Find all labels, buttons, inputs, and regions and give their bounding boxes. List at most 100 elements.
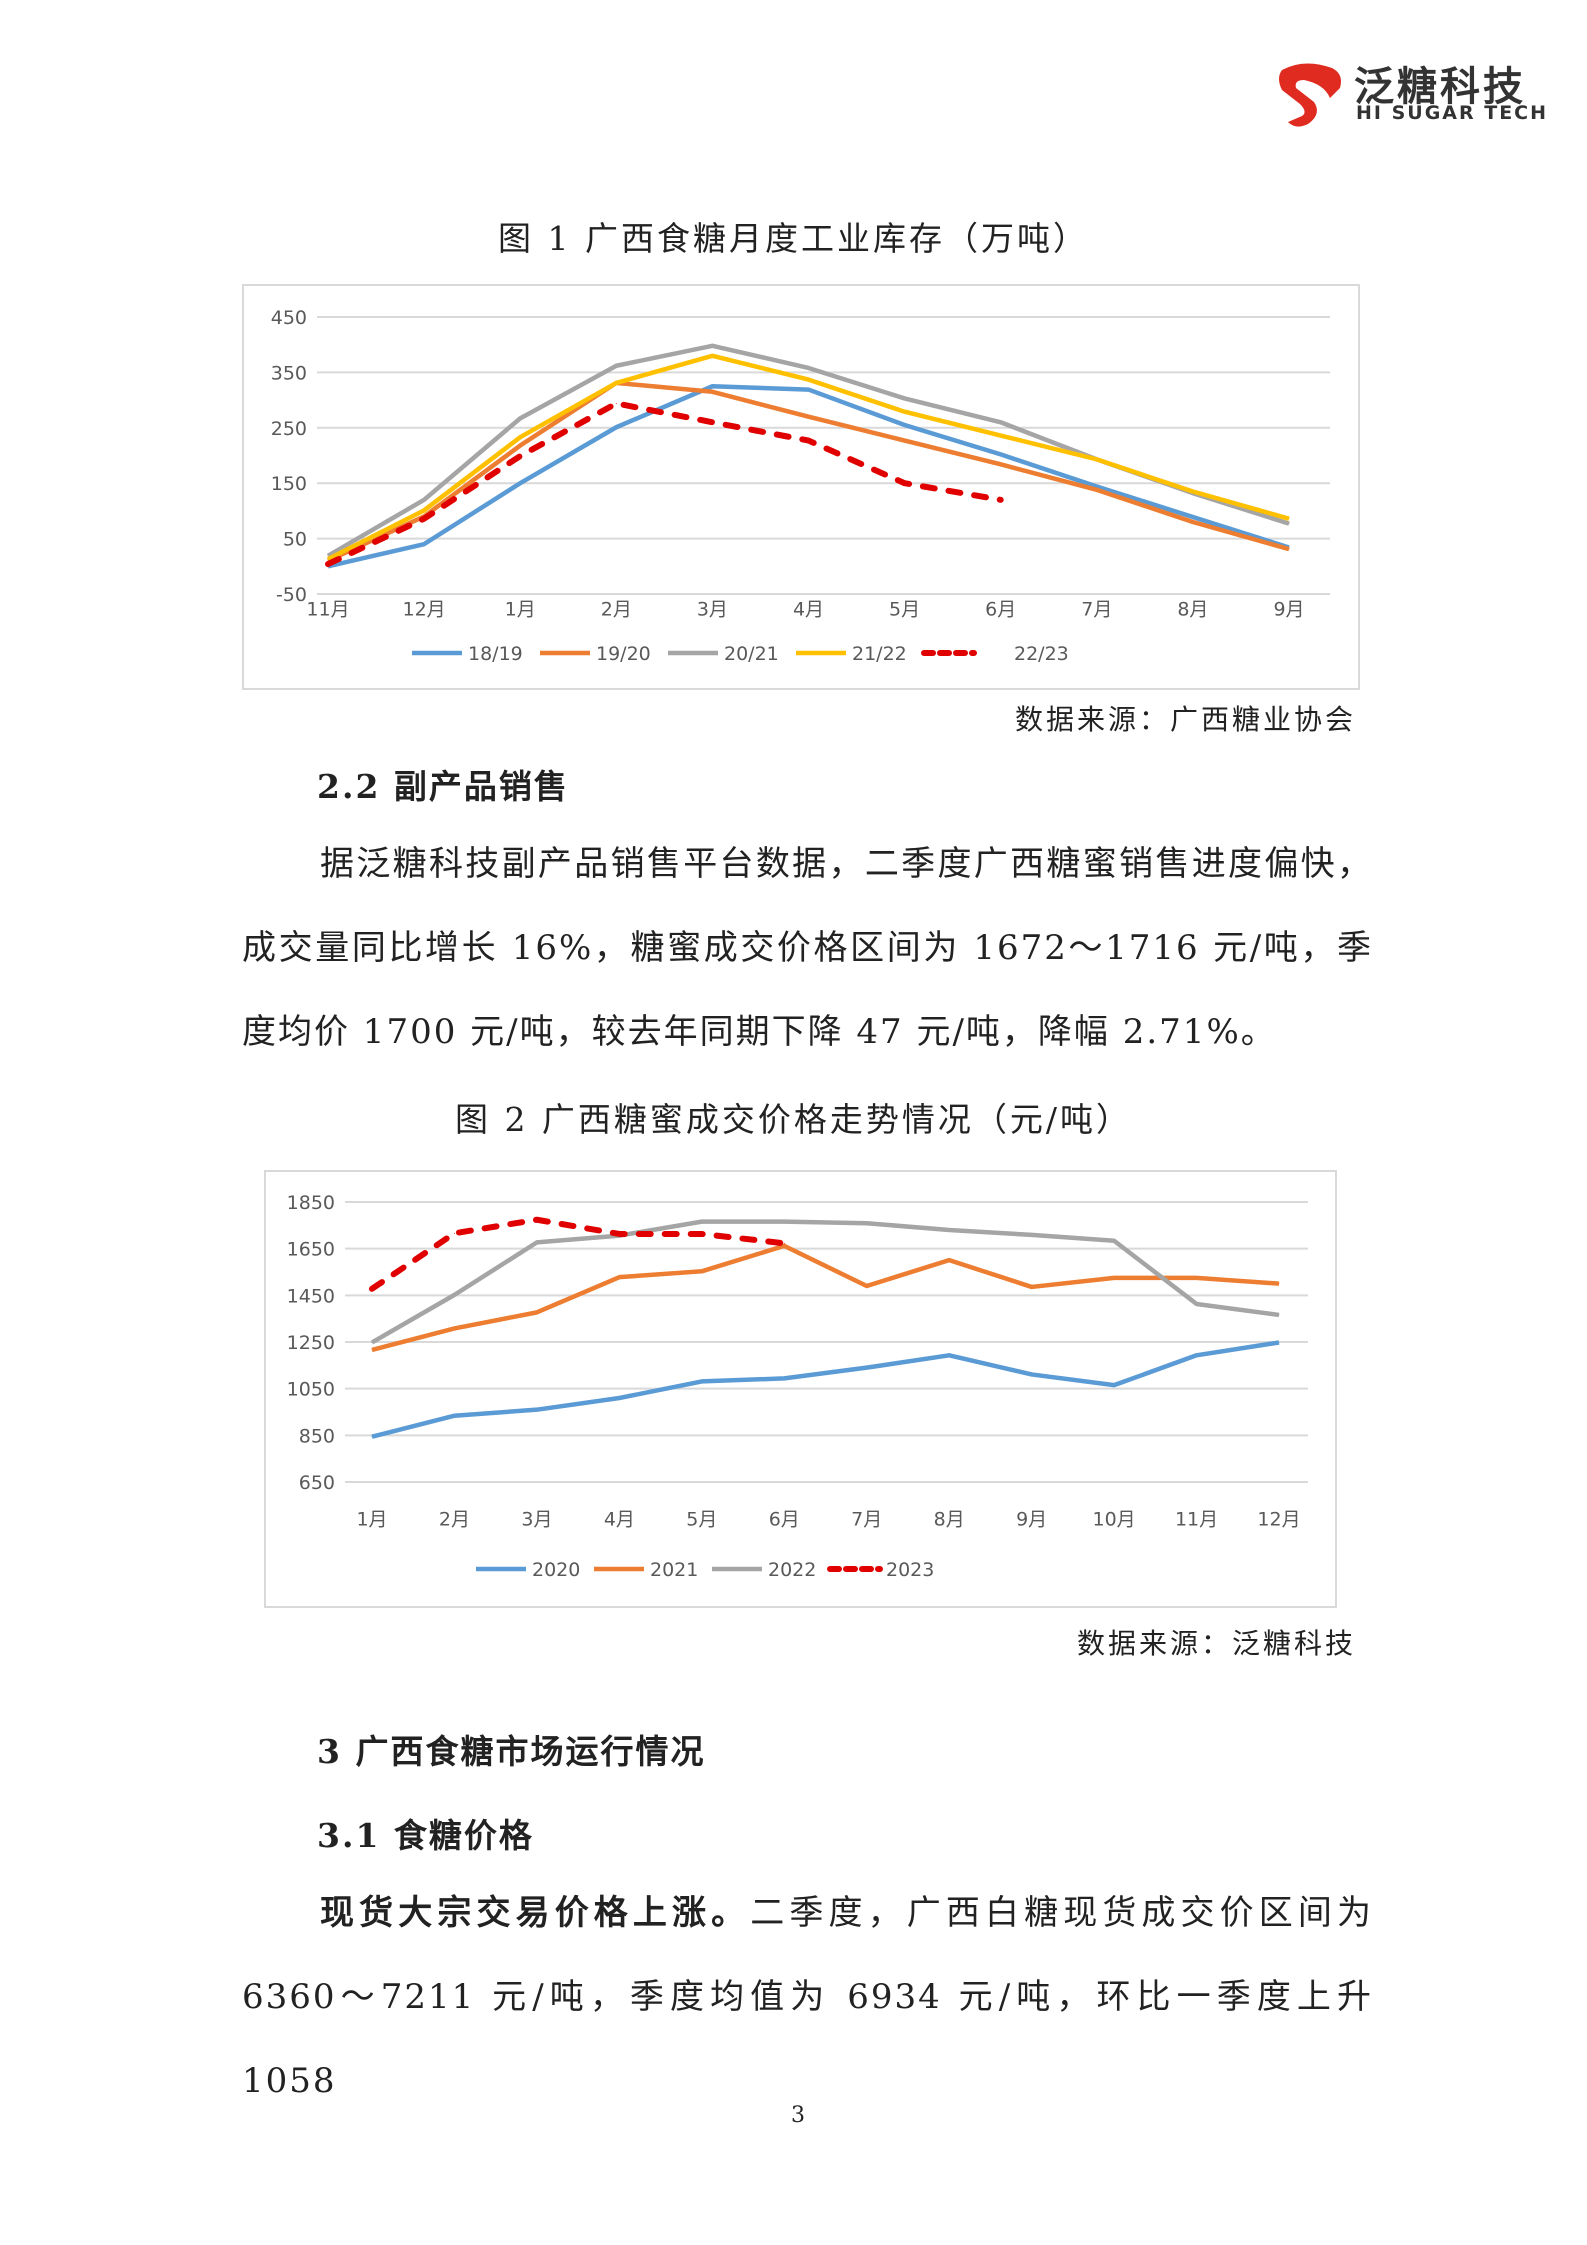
data-point xyxy=(618,1276,620,1278)
data-point xyxy=(948,1229,950,1231)
data-point xyxy=(1096,486,1098,488)
x-tick-label: 2月 xyxy=(439,1509,470,1531)
data-point xyxy=(618,1397,620,1399)
paragraph-lead: 现货大宗交易价格上涨。 xyxy=(320,1893,751,1933)
data-point xyxy=(536,1241,538,1243)
data-point xyxy=(1000,421,1002,423)
paragraph-body: 二季度，广西白糖现货成交价区间为 6360～7211 元/吨，季度均值为 693… xyxy=(242,1893,1374,2101)
data-point xyxy=(615,402,617,404)
series-line-2023 xyxy=(369,1216,788,1292)
data-point xyxy=(711,385,713,387)
data-point xyxy=(423,499,425,501)
legend-label: 2023 xyxy=(886,1559,934,1581)
data-point xyxy=(615,426,617,428)
data-point xyxy=(536,1409,538,1411)
x-tick-label: 12月 xyxy=(403,599,446,621)
x-tick-label: 1月 xyxy=(356,1509,387,1531)
data-point xyxy=(453,1327,455,1329)
x-tick-label: 3月 xyxy=(521,1509,552,1531)
molasses-price-line-chart: 1850 1650 1450 1250 1050 850 650 1月 2月 3月 4月 5月 6月 7月… xyxy=(287,1192,1308,1581)
data-point xyxy=(904,440,906,442)
data-point xyxy=(423,518,425,520)
y-tick-label: 150 xyxy=(271,473,307,495)
data-point xyxy=(711,391,713,393)
section-3-heading: 3 广西食糖市场运行情况 xyxy=(317,1732,706,1771)
x-tick-label: 9月 xyxy=(1016,1509,1047,1531)
data-point xyxy=(1192,521,1194,523)
data-point xyxy=(1031,1286,1033,1288)
x-tick-label: 10月 xyxy=(1092,1509,1135,1531)
data-point xyxy=(1096,489,1098,491)
section-3-1-paragraph: 现货大宗交易价格上涨。二季度，广西白糖现货成交价区间为 6360～7211 元/… xyxy=(242,1871,1373,2123)
x-tick-label: 5月 xyxy=(889,599,920,621)
logo-text-cn: 泛糖科技 xyxy=(1354,64,1526,110)
data-point xyxy=(701,1270,703,1272)
data-point xyxy=(711,421,713,423)
data-point xyxy=(701,1233,703,1235)
data-point xyxy=(1278,1314,1280,1316)
data-point xyxy=(1278,1341,1280,1343)
data-point xyxy=(519,482,521,484)
x-tick-label: 11月 xyxy=(306,599,349,621)
data-point xyxy=(519,445,521,447)
data-point xyxy=(783,1245,785,1247)
x-tick-label: 1月 xyxy=(505,599,536,621)
data-point xyxy=(453,1294,455,1296)
data-point xyxy=(783,1242,785,1244)
data-point xyxy=(371,1288,373,1290)
y-tick-label: 1250 xyxy=(287,1332,335,1354)
series-line-2020 xyxy=(371,1340,1280,1439)
logo-text-en: HI SUGAR TECH xyxy=(1356,102,1549,124)
data-point xyxy=(327,558,329,560)
data-point xyxy=(808,389,809,391)
y-tick-label: 250 xyxy=(271,418,307,440)
legend-label: 2022 xyxy=(768,1559,816,1581)
data-point xyxy=(711,345,713,347)
legend-label: 21/22 xyxy=(852,643,907,665)
data-point xyxy=(519,436,521,438)
data-point xyxy=(536,1219,538,1221)
data-point xyxy=(371,1341,373,1343)
data-point xyxy=(711,355,713,357)
data-point xyxy=(1288,518,1290,520)
legend-label: 19/20 xyxy=(596,643,651,665)
y-tick-label: 50 xyxy=(283,529,307,551)
x-tick-label: 2月 xyxy=(601,599,632,621)
legend-label: 18/19 xyxy=(468,643,523,665)
legend-label: 2021 xyxy=(650,1559,698,1581)
data-point xyxy=(904,424,906,426)
data-point xyxy=(615,365,617,367)
data-point xyxy=(866,1367,868,1369)
x-tick-label: 7月 xyxy=(851,1509,882,1531)
hi-sugar-tech-logo: 泛糖科技 HI SUGAR TECH xyxy=(1274,58,1554,130)
data-point xyxy=(453,1232,455,1234)
data-point xyxy=(904,397,906,399)
x-tick-label: 3月 xyxy=(697,599,728,621)
data-point xyxy=(948,1354,950,1356)
data-point xyxy=(866,1222,868,1224)
y-tick-label: 350 xyxy=(271,362,307,384)
x-tick-label: 8月 xyxy=(934,1509,965,1531)
figure-1-chart: 450 350 250 150 50 -50 11月 12月 1月 2月 3月 4月 5月 6月 7月 8月 9… xyxy=(242,284,1360,690)
y-tick-label: -50 xyxy=(276,584,307,606)
data-point xyxy=(1031,1373,1033,1375)
data-point xyxy=(1031,1234,1033,1236)
data-point xyxy=(519,455,521,457)
data-point xyxy=(519,417,521,419)
data-point xyxy=(904,411,906,413)
x-tick-label: 5月 xyxy=(686,1509,717,1531)
data-point xyxy=(536,1311,538,1313)
data-point xyxy=(371,1436,373,1438)
y-tick-label: 450 xyxy=(271,307,307,329)
figure-1-title: 图 1 广西食糖月度工业库存（万吨） xyxy=(498,219,1089,258)
data-point xyxy=(1288,523,1290,525)
x-tick-label: 9月 xyxy=(1273,599,1304,621)
series-line-2021 xyxy=(371,1243,1280,1353)
data-point xyxy=(1196,1303,1198,1305)
figure-1-source: 数据来源：广西糖业协会 xyxy=(1014,703,1356,736)
figure-2-title: 图 2 广西糖蜜成交价格走势情况（元/吨） xyxy=(454,1100,1133,1139)
data-point xyxy=(1196,1354,1198,1356)
data-point xyxy=(808,416,809,418)
data-point xyxy=(1113,1384,1115,1386)
